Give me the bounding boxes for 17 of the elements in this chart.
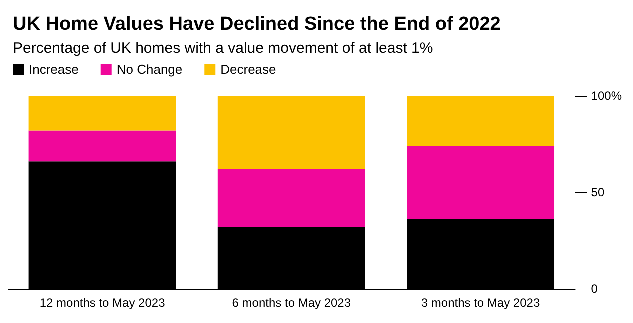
y-tick-label: 0 — [591, 282, 598, 296]
bar — [218, 96, 366, 170]
bar — [407, 96, 555, 146]
x-tick-label: 12 months to May 2023 — [40, 296, 166, 310]
legend-label: Decrease — [220, 62, 276, 77]
x-tick-label: 3 months to May 2023 — [421, 296, 540, 310]
bar — [28, 130, 176, 162]
bar — [28, 96, 176, 131]
chart-subtitle: Percentage of UK homes with a value movement of at least 1% — [13, 40, 434, 57]
legend-label: No Change — [116, 62, 183, 77]
y-tick-label: 100% — [591, 89, 622, 103]
legend-label: Increase — [29, 62, 79, 77]
chart-title: UK Home Values Have Declined Since the End of 2022 — [13, 14, 501, 35]
y-tick-label: 50 — [591, 186, 605, 200]
bar — [407, 146, 555, 220]
x-tick-label: 6 months to May 2023 — [232, 296, 352, 310]
bar — [218, 169, 366, 228]
